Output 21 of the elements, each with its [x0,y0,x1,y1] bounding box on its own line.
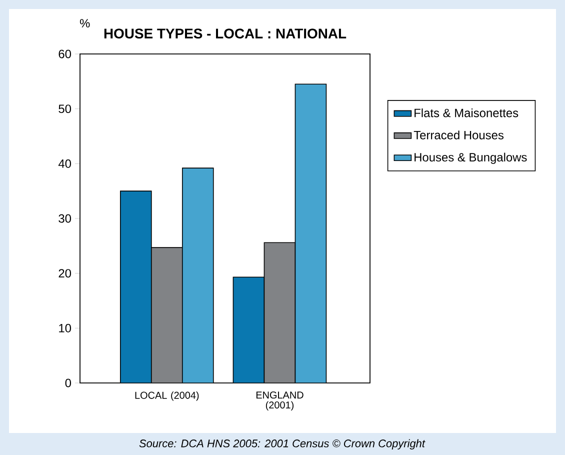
y-tick-label: 20 [58,269,72,278]
y-tick-label: 0 [65,378,72,388]
y-tick-label: 40 [58,159,72,168]
bar [232,276,265,383]
bar [264,242,296,383]
y-tick-label: 50 [58,104,72,114]
legend-label: Flats & Maisonettes [414,108,518,118]
bar [182,168,214,383]
bar [150,247,183,383]
bar [294,84,327,383]
y-tick-label: 30 [58,214,72,223]
chart-title: HOUSE TYPES - LOCAL : NATIONAL [104,28,346,38]
y-axis-title: % [80,19,90,28]
y-tick-label: 10 [59,324,72,332]
bar [120,190,152,383]
x-tick-label: ENGLAND (2001) [256,392,304,410]
legend-label: Terraced Houses [414,130,504,140]
legend-label: Houses & Bungalows [414,152,527,164]
source-note: Source: DCA HNS 2005: 2001 Census © Crown Copyright [139,439,426,450]
y-tick-label: 60 [58,50,72,58]
x-tick-label: LOCAL (2004) [135,392,199,401]
